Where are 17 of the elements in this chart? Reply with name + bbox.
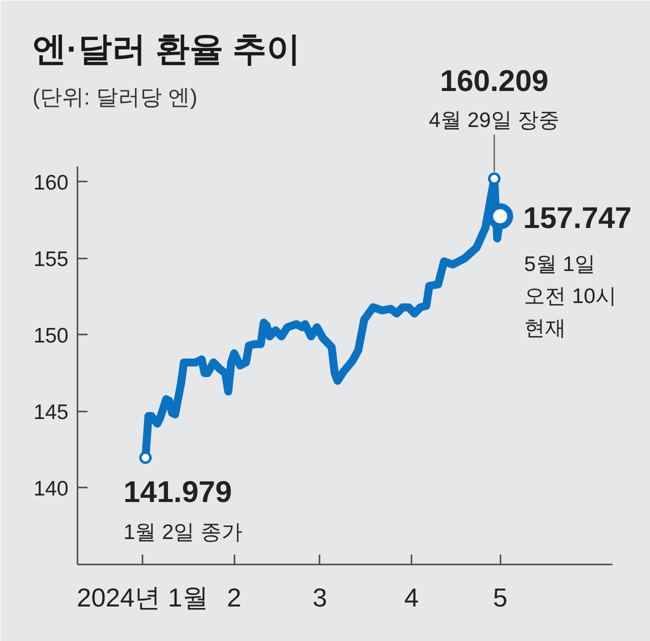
y-tick-label: 140 xyxy=(33,477,69,500)
y-tick-label: 160 xyxy=(33,171,69,194)
x-tick-label: 2024년 1월 xyxy=(76,582,208,612)
annotation: 160.209 4월 29일 장중 xyxy=(428,65,560,132)
chart-subtitle: (단위: 달러당 엔) xyxy=(32,84,198,110)
chart-title: 엔·달러 환율 추이 xyxy=(32,30,301,68)
annotation: 157.747 5월 1일 오전 10시 현재 xyxy=(523,202,632,340)
x-tick-label: 3 xyxy=(312,582,328,612)
point xyxy=(139,451,152,464)
point xyxy=(488,172,501,185)
annotation: 141.979 1월 2일 종가 xyxy=(123,476,243,544)
y-tick-label: 155 xyxy=(33,248,69,271)
y-tick-label: 145 xyxy=(33,400,69,424)
y-tick-label: 150 xyxy=(33,324,69,348)
x-tick-label: 2 xyxy=(226,582,242,612)
x-tick-label: 4 xyxy=(404,582,419,612)
x-tick-label: 5 xyxy=(492,582,508,612)
